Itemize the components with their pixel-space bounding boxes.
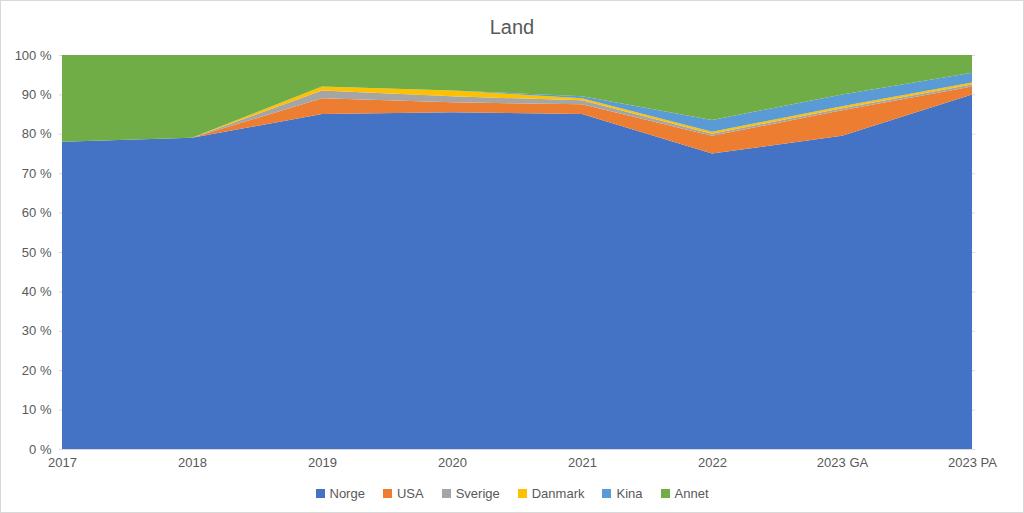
html-text:Sverige: Sverige: [455, 485, 500, 501]
svg-text:30 %: 30 %: [22, 323, 52, 338]
svg-text:90 %: 90 %: [22, 87, 52, 102]
svg-text:0 %: 0 %: [29, 441, 52, 457]
svg-text:50 %: 50 %: [22, 245, 52, 260]
svg-text:40 %: 40 %: [22, 284, 52, 299]
svg-text:2017: 2017: [48, 455, 77, 470]
html-text:USA: USA: [396, 485, 424, 501]
svg-text:2023 GA: 2023 GA: [817, 455, 869, 470]
svg-text:2018: 2018: [178, 455, 207, 470]
html-text:Land: Land: [489, 16, 535, 38]
svg-text:2020: 2020: [438, 455, 467, 470]
svg-text:2023 PA: 2023 PA: [948, 455, 997, 470]
svg-text:100 %: 100 %: [15, 48, 52, 63]
svg-text:2019: 2019: [308, 455, 337, 470]
svg-text:80 %: 80 %: [22, 126, 52, 141]
html-text:Norge: Norge: [329, 485, 365, 501]
svg-text:10 %: 10 %: [22, 402, 52, 417]
svg-text:20 %: 20 %: [22, 363, 52, 378]
html-text:Danmark: Danmark: [531, 485, 585, 501]
svg-text:60 %: 60 %: [22, 205, 52, 220]
svg-text:70 %: 70 %: [22, 166, 52, 181]
svg-text:2021: 2021: [568, 455, 597, 470]
svg-text:2022: 2022: [698, 455, 727, 470]
html-text:Kina: Kina: [616, 485, 643, 501]
html-text:Annet: Annet: [674, 485, 709, 501]
